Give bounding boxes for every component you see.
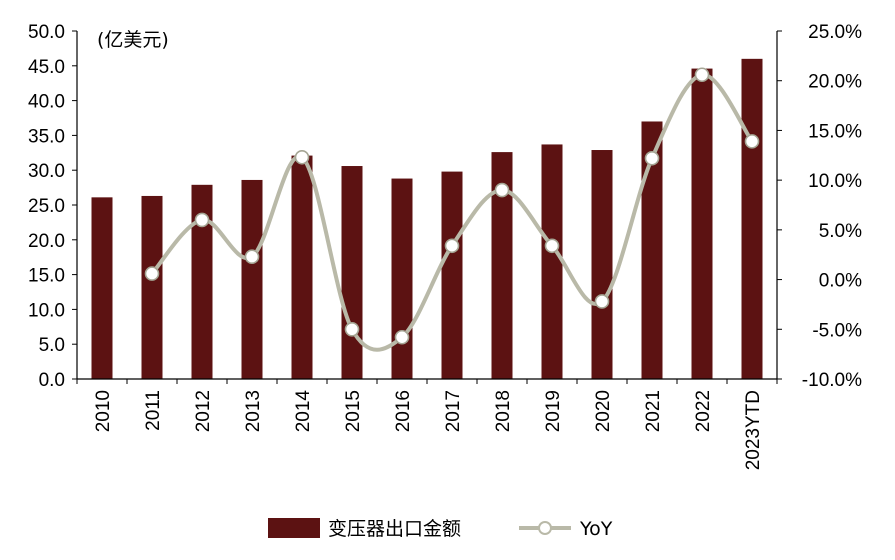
bar-2022: [691, 68, 713, 380]
bar-2015: [341, 166, 363, 379]
x-tick-label: 2015: [343, 390, 364, 432]
bar-2012: [191, 184, 213, 379]
y-left-tick-label: 35.0: [28, 126, 65, 147]
legend-line-label: YoY: [579, 518, 613, 540]
bar-2018: [491, 152, 513, 379]
yoy-point-2022: [694, 67, 710, 83]
y-left-tick-label: 0.0: [39, 370, 65, 391]
x-tick-label: 2016: [393, 390, 414, 432]
x-tick-label: 2011: [143, 390, 164, 431]
yoy-point-2015: [344, 321, 360, 337]
x-tick-label: 2018: [493, 390, 514, 432]
line-series: [144, 67, 760, 352]
x-tick-label: 2010: [93, 390, 114, 432]
y-right-tick-label: 10.0%: [808, 171, 862, 192]
bar-2021: [641, 121, 663, 379]
yoy-point-2018: [494, 182, 510, 198]
y-left-tick-label: 25.0: [28, 196, 65, 217]
yoy-point-2020: [594, 294, 610, 309]
bar-2010: [91, 197, 113, 379]
yoy-point-2021: [644, 150, 660, 166]
y-right-tick-label: -5.0%: [812, 320, 862, 341]
x-tick-label: 2017: [443, 390, 464, 432]
bar-2013: [241, 179, 263, 379]
y-left-tick-label: 15.0: [28, 266, 65, 287]
y-left-tick-label: 10.0: [28, 300, 65, 321]
yoy-point-2013: [244, 249, 260, 265]
legend: 变压器出口金额 YoY: [268, 518, 613, 540]
y-left-tick-label: 50.0: [28, 22, 65, 43]
yoy-point-2014: [294, 149, 310, 165]
x-tick-label: 2012: [193, 390, 214, 432]
y-right-tick-label: 15.0%: [808, 121, 862, 142]
x-tick-label: 2019: [543, 390, 564, 432]
legend-bar-swatch: [268, 518, 320, 538]
bar-2014: [291, 155, 313, 379]
y-left-tick-label: 40.0: [28, 92, 65, 113]
y-left-tick-label: 20.0: [28, 231, 65, 252]
y-left-tick-label: 5.0: [39, 335, 65, 356]
axes: 0.0 5.0 10.0 15.0 20.0 25.0 30.0 35.0 40.0 45.0 50…: [28, 22, 862, 470]
y-right-tick-label: 5.0%: [819, 221, 862, 242]
bar-2023YTD: [741, 58, 763, 380]
x-tick-label: 2022: [693, 390, 714, 432]
yoy-point-2016: [394, 329, 410, 345]
y-right-tick-label: -10.0%: [802, 370, 862, 391]
y-left-tick-label: 45.0: [28, 57, 65, 78]
bar-2011: [141, 195, 163, 379]
y-right-tick-label: 0.0%: [819, 271, 862, 292]
bar-series: [91, 58, 763, 380]
yoy-point-2017: [444, 238, 460, 254]
x-tick-label: 2013: [243, 390, 264, 432]
yoy-point-2019: [544, 238, 560, 254]
x-tick-label: 2021: [643, 390, 664, 432]
bar-2019: [541, 144, 563, 379]
x-tick-label: 2014: [293, 390, 314, 433]
bar-2016: [391, 178, 413, 379]
y-right-tick-label: 25.0%: [808, 22, 862, 43]
yoy-point-2011: [144, 266, 160, 281]
bar-2020: [591, 150, 613, 379]
x-tick-label: 2020: [593, 390, 614, 432]
yoy-point-2023YTD: [744, 134, 760, 149]
yoy-point-2012: [194, 212, 210, 228]
bar-2017: [441, 171, 463, 379]
legend-bar-label: 变压器出口金额: [328, 518, 461, 540]
y-left-unit-label: (亿美元): [97, 29, 169, 51]
y-right-tick-label: 20.0%: [808, 72, 862, 93]
legend-line-marker: [538, 521, 552, 535]
x-tick-label: 2023YTD: [743, 390, 764, 470]
y-left-tick-label: 30.0: [28, 161, 65, 182]
